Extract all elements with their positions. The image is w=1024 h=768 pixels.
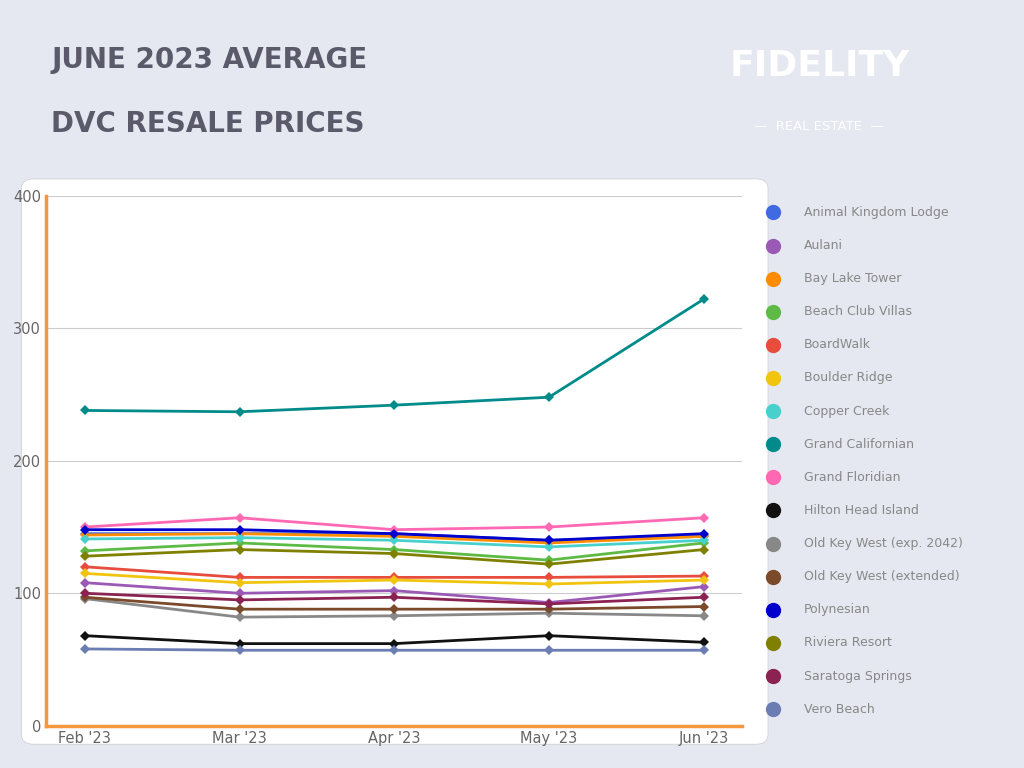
Text: Old Key West (extended): Old Key West (extended) (804, 570, 959, 583)
Text: Copper Creek: Copper Creek (804, 405, 889, 418)
Text: Bay Lake Tower: Bay Lake Tower (804, 272, 901, 285)
Text: DVC RESALE PRICES: DVC RESALE PRICES (51, 111, 365, 138)
Text: —  REAL ESTATE  —: — REAL ESTATE — (755, 120, 884, 133)
Text: Riviera Resort: Riviera Resort (804, 637, 892, 650)
Text: Old Key West (exp. 2042): Old Key West (exp. 2042) (804, 537, 963, 550)
Text: FIDELITY: FIDELITY (729, 48, 909, 83)
Text: Aulani: Aulani (804, 239, 843, 252)
Text: Animal Kingdom Lodge: Animal Kingdom Lodge (804, 206, 948, 219)
Text: Vero Beach: Vero Beach (804, 703, 874, 716)
Text: Hilton Head Island: Hilton Head Island (804, 504, 919, 517)
Text: Polynesian: Polynesian (804, 604, 870, 617)
Text: Grand Californian: Grand Californian (804, 438, 913, 451)
Text: JUNE 2023 AVERAGE: JUNE 2023 AVERAGE (51, 47, 368, 74)
Text: Saratoga Springs: Saratoga Springs (804, 670, 911, 683)
Text: Beach Club Villas: Beach Club Villas (804, 305, 911, 318)
Text: Boulder Ridge: Boulder Ridge (804, 372, 892, 385)
Text: Grand Floridian: Grand Floridian (804, 471, 900, 484)
Text: BoardWalk: BoardWalk (804, 339, 870, 352)
FancyBboxPatch shape (0, 2, 486, 167)
